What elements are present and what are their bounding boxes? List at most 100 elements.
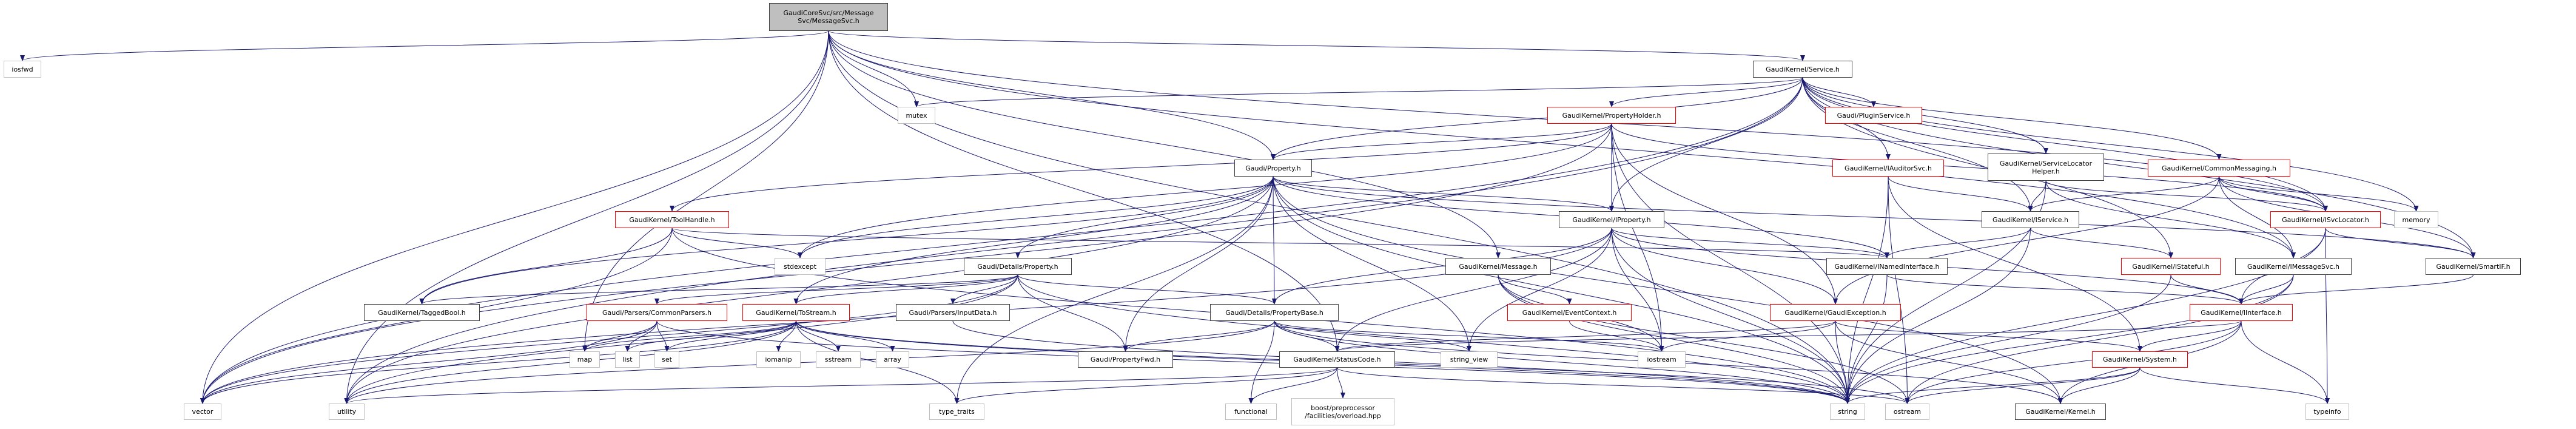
node-detprop[interactable]: Gaudi/Details/Property.h [964, 258, 1072, 275]
node-system[interactable]: GaudiKernel/System.h [2092, 351, 2188, 368]
edge-detprop-to-vector [200, 274, 1018, 404]
edge-main-to-service [828, 30, 1805, 61]
edge-service-to-mutex [914, 77, 1803, 107]
edge-property-to-string [1273, 176, 1850, 404]
node-toolhandle[interactable]: GaudiKernel/ToolHandle.h [615, 211, 729, 228]
edge-main-to-vector [200, 30, 829, 404]
edge-service-to-commonmsg [1802, 77, 2222, 160]
node-taggedbool[interactable]: GaudiKernel/TaggedBool.h [364, 304, 480, 321]
node-plugin[interactable]: Gaudi/PluginService.h [1825, 107, 1922, 124]
edge-iservice-to-istateful [2030, 228, 2173, 258]
node-iinterface[interactable]: GaudiKernel/IInterface.h [2190, 304, 2293, 321]
node-inputdata[interactable]: Gaudi/Parsers/InputData.h [896, 304, 1010, 321]
node-message[interactable]: GaudiKernel/Message.h [1445, 258, 1551, 275]
node-string: string [1830, 404, 1865, 420]
edge-service-to-vector [200, 77, 1803, 404]
edge-main-to-statuscode [828, 30, 1340, 352]
edge-system-to-typeinfo [2139, 367, 2330, 404]
edge-commonparsers-to-string [656, 320, 1850, 404]
edge-tostream-to-array [796, 320, 895, 352]
edge-iservice-to-string [1845, 228, 2031, 404]
edge-detprop-to-propbase [1017, 274, 1277, 305]
edge-tostream-to-iomanip [776, 320, 796, 352]
edge-property-to-iproperty [1273, 176, 1614, 212]
edge-property-to-typetraits [954, 176, 1274, 404]
node-iservice[interactable]: GaudiKernel/IService.h [1982, 211, 2079, 228]
edge-tostream-to-map [582, 320, 796, 352]
edge-toolhandle-to-inamed [671, 228, 1889, 258]
edge-propholder-to-vector [200, 123, 1612, 404]
node-main[interactable]: GaudiCoreSvc/src/Message Svc/MessageSvc.… [769, 3, 888, 31]
node-istateful[interactable]: GaudiKernel/IStateful.h [2121, 258, 2221, 275]
node-smartif[interactable]: GaudiKernel/SmartIF.h [2426, 258, 2521, 275]
edge-slhelper-to-iservice [2028, 180, 2046, 212]
node-inamed[interactable]: GaudiKernel/INamedInterface.h [1826, 258, 1948, 275]
edge-propholder-to-stdexcept [798, 123, 1612, 258]
node-iproperty[interactable]: GaudiKernel/IProperty.h [1559, 211, 1664, 228]
edge-propholder-to-property [1271, 123, 1612, 160]
edge-propbase-to-iostream [1274, 320, 1664, 352]
node-eventctx[interactable]: GaudiKernel/EventContext.h [1507, 304, 1632, 321]
edge-propbase-to-stringview [1274, 320, 1471, 352]
node-array: array [876, 351, 909, 368]
edge-imsgsvc-to-ostream [1905, 274, 2294, 404]
edge-service-to-slhelper [1802, 77, 2048, 154]
edge-commonparsers-to-map [582, 320, 657, 352]
edge-propholder-to-gaudiexc [1611, 123, 1838, 305]
edge-message-to-ostream [1498, 274, 1910, 404]
node-iauditor[interactable]: GaudiKernel/IAuditorSvc.h [1832, 160, 1944, 177]
node-propfwd[interactable]: Gaudi/PropertyFwd.h [1078, 351, 1173, 368]
edge-gaudiexc-to-system [1835, 320, 2142, 352]
edge-system-to-kernel [2058, 367, 2141, 404]
edge-toolhandle-to-stdexcept [671, 228, 802, 258]
edge-message-to-eventctx [1498, 274, 1572, 305]
edge-iproperty-to-propbase [1272, 228, 1612, 305]
edge-main-to-string [828, 30, 1850, 404]
node-commonmsg[interactable]: GaudiKernel/CommonMessaging.h [2148, 160, 2290, 177]
node-tostream[interactable]: GaudiKernel/ToStream.h [742, 304, 850, 321]
node-propholder[interactable]: GaudiKernel/PropertyHolder.h [1547, 107, 1676, 124]
edge-gaudiexc-to-string [1835, 320, 1850, 404]
edge-isvcloc-to-smartif [2325, 228, 2476, 258]
node-vector: vector [184, 404, 221, 420]
edge-propholder-to-toolhandle [670, 123, 1612, 212]
edge-iauditor-to-string [1845, 176, 1889, 404]
node-statuscode[interactable]: GaudiKernel/StatusCode.h [1279, 351, 1395, 368]
edge-propholder-to-isvcloc [1611, 123, 2328, 212]
node-gaudiexc[interactable]: GaudiKernel/GaudiException.h [1770, 304, 1901, 321]
edge-gaudiexc-to-statuscode [1334, 320, 1836, 352]
edge-service-to-iproperty [1609, 77, 1803, 212]
edge-imsgsvc-to-string [1845, 274, 2294, 404]
node-isvcloc[interactable]: GaudiKernel/ISvcLocator.h [2270, 211, 2381, 228]
node-kernel[interactable]: GaudiKernel/Kernel.h [2015, 404, 2106, 420]
node-mutex: mutex [898, 107, 935, 124]
edge-detprop-to-commonparsers [654, 274, 1018, 305]
edge-eventctx-to-iostream [1569, 320, 1664, 352]
edge-detprop-to-inputdata [950, 274, 1018, 305]
node-boost: boost/preprocessor /facilities/overload.… [1291, 398, 1394, 425]
node-imsgsvc[interactable]: GaudiKernel/IMessageSvc.h [2235, 258, 2352, 275]
node-commonparsers[interactable]: Gaudi/Parsers/CommonParsers.h [587, 304, 727, 321]
edge-inamed-to-string [1845, 274, 1888, 404]
edge-slhelper-to-isvcloc [2045, 180, 2328, 212]
edge-detprop-to-string [1017, 274, 1850, 404]
edge-statuscode-to-utility [345, 367, 1337, 404]
node-propbase[interactable]: Gaudi/Details/PropertyBase.h [1210, 304, 1339, 321]
node-service[interactable]: GaudiKernel/Service.h [1753, 61, 1852, 78]
edge-commonmsg-to-gaudiexc [1833, 176, 2219, 305]
edge-property-to-detprop [1015, 176, 1274, 258]
edge-property-to-propbase [1271, 176, 1277, 305]
edge-tostream-to-set [664, 320, 796, 352]
node-property[interactable]: Gaudi/Property.h [1234, 160, 1312, 177]
edge-main-to-property [828, 30, 1276, 160]
node-map: map [570, 351, 600, 368]
edge-service-to-memory [1802, 77, 2419, 212]
edge-service-to-iservice [1802, 77, 2033, 212]
edge-inputdata-to-string [952, 320, 1850, 404]
edge-iinterface-to-typeinfo [2241, 320, 2330, 404]
edge-commonmsg-to-iservice [2028, 176, 2219, 212]
node-slhelper[interactable]: GaudiKernel/ServiceLocator Helper.h [1988, 154, 2104, 181]
edge-propbase-to-functional [1248, 320, 1275, 404]
